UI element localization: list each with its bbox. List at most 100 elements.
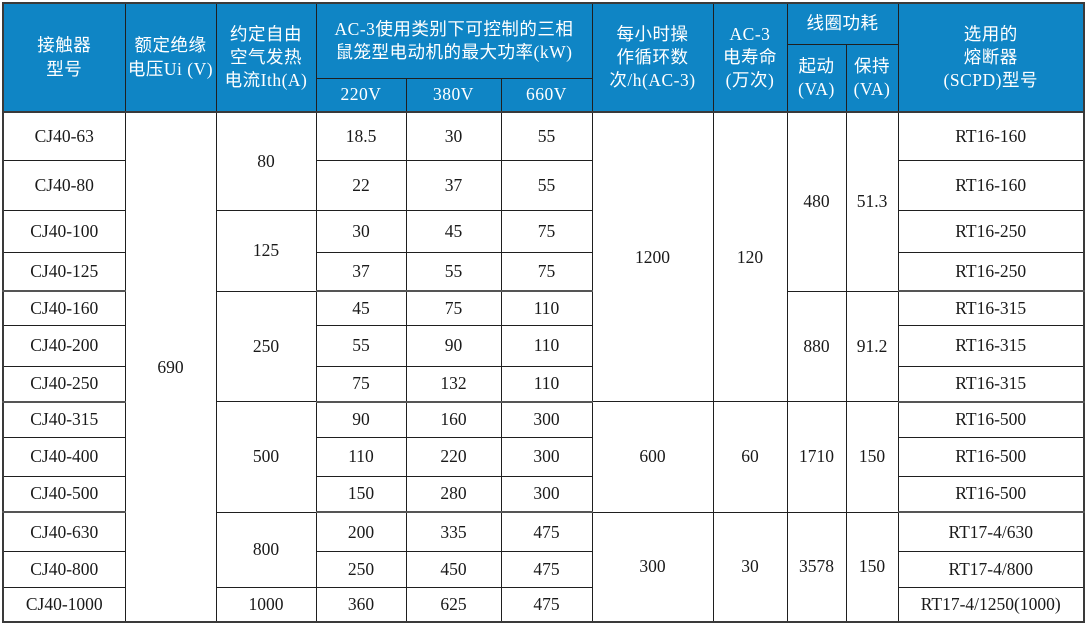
cell-p220: 30 [315,210,407,254]
cell-p660: 475 [500,550,593,589]
cell-ith: 500 [215,401,317,513]
header-model: 接触器 型号 [2,2,126,113]
cell-ith: 800 [215,511,317,589]
cell-fuse: RT16-250 [897,252,1085,293]
cell-ith: 125 [215,210,317,292]
cell-coil-start: 880 [786,290,847,403]
cell-model: CJ40-630 [2,511,126,552]
cell-fuse: RT16-500 [897,475,1085,514]
cell-insulation-voltage: 690 [124,111,217,623]
cell-fuse: RT16-500 [897,401,1085,439]
header-electrical-life: AC-3 电寿命 (万次) [712,2,788,113]
cell-fuse: RT16-160 [897,111,1085,161]
cell-p380: 335 [405,511,502,552]
cell-p660: 475 [500,587,593,623]
table-row: CJ40-315 500 90 160 300 600 60 1710 150 … [2,401,1085,513]
cell-p380: 160 [405,401,502,439]
header-cycles-per-hour: 每小时操 作循环数 次/h(AC-3) [591,2,714,113]
cell-coil-start: 1710 [786,401,847,513]
cell-p380: 220 [405,437,502,477]
table-row: CJ40-125 37 55 75 RT16-250 [2,252,1085,293]
cell-model: CJ40-315 [2,401,126,439]
header-coil-hold: 保持 (VA) [845,43,899,113]
cell-model: CJ40-800 [2,550,126,589]
cell-p660: 75 [500,252,593,293]
cell-fuse: RT16-315 [897,365,1085,403]
cell-model: CJ40-63 [2,111,126,161]
header-thermal-current: 约定自由 空气发热 电流Ith(A) [215,2,317,113]
cell-p660: 300 [500,401,593,439]
cell-p380: 75 [405,290,502,326]
cell-p220: 37 [315,252,407,293]
cell-p660: 110 [500,324,593,367]
table-row: CJ40-500 150 280 300 RT16-500 [2,475,1085,514]
table-row: CJ40-160 250 45 75 110 880 91.2 RT16-315 [2,290,1085,403]
cell-model: CJ40-1000 [2,587,126,623]
cell-p220: 90 [315,401,407,439]
cell-p220: 18.5 [315,111,407,161]
cell-p660: 75 [500,210,593,254]
table-row: CJ40-1000 1000 360 625 475 RT17-4/1250(1… [2,587,1085,623]
cell-fuse: RT16-315 [897,324,1085,367]
cell-cycles: 600 [591,401,714,513]
table-row: CJ40-800 250 450 475 RT17-4/800 [2,550,1085,589]
cell-p380: 280 [405,475,502,514]
table-row: CJ40-80 22 37 55 RT16-160 [2,159,1085,212]
cell-model: CJ40-125 [2,252,126,293]
cell-coil-start: 480 [786,111,847,292]
cell-p660: 300 [500,437,593,477]
cell-life: 120 [712,111,788,403]
cell-p380: 45 [405,210,502,254]
cell-p660: 300 [500,475,593,514]
cell-p220: 110 [315,437,407,477]
cell-p220: 360 [315,587,407,623]
cell-fuse: RT16-160 [897,159,1085,212]
table-row: CJ40-63 690 80 18.5 30 55 1200 120 480 5… [2,111,1085,623]
cell-model: CJ40-500 [2,475,126,514]
cell-model: CJ40-80 [2,159,126,212]
cell-p380: 55 [405,252,502,293]
cell-model: CJ40-250 [2,365,126,403]
table-row: CJ40-250 75 132 110 RT16-315 [2,365,1085,403]
cell-cycles: 1200 [591,111,714,403]
cell-p660: 110 [500,290,593,326]
cell-p220: 250 [315,550,407,589]
header-voltage-220: 220V [315,77,407,113]
cell-model: CJ40-160 [2,290,126,326]
cell-coil-hold: 91.2 [845,290,899,403]
cell-p220: 150 [315,475,407,514]
cell-cycles: 300 [591,511,714,623]
table-row: CJ40-200 55 90 110 RT16-315 [2,324,1085,367]
cell-p220: 45 [315,290,407,326]
cell-p660: 110 [500,365,593,403]
header-coil-power: 线圈功耗 [786,2,899,45]
cell-ith: 80 [215,111,317,212]
cell-ith: 250 [215,290,317,403]
cell-p380: 90 [405,324,502,367]
cell-life: 30 [712,511,788,623]
cell-p220: 22 [315,159,407,212]
cell-p380: 30 [405,111,502,161]
cell-fuse: RT16-250 [897,210,1085,254]
cell-p380: 450 [405,550,502,589]
table-row: CJ40-400 110 220 300 RT16-500 [2,437,1085,477]
cell-p220: 75 [315,365,407,403]
cell-fuse: RT17-4/800 [897,550,1085,589]
cell-p380: 625 [405,587,502,623]
table-row: CJ40-630 800 200 335 475 300 30 3578 150… [2,511,1085,623]
cell-fuse: RT16-315 [897,290,1085,326]
cell-coil-hold: 51.3 [845,111,899,292]
cell-p220: 55 [315,324,407,367]
cell-p660: 55 [500,159,593,212]
header-voltage-660: 660V [500,77,593,113]
cell-ith: 1000 [215,587,317,623]
cell-model: CJ40-200 [2,324,126,367]
cell-p220: 200 [315,511,407,552]
header-fuse: 选用的 熔断器 (SCPD)型号 [897,2,1085,113]
header-insulation-voltage: 额定绝缘 电压Ui (V) [124,2,217,113]
cell-p660: 475 [500,511,593,552]
header-max-power: AC-3使用类别下可控制的三相 鼠笼型电动机的最大功率(kW) [315,2,593,79]
cell-fuse: RT17-4/630 [897,511,1085,552]
